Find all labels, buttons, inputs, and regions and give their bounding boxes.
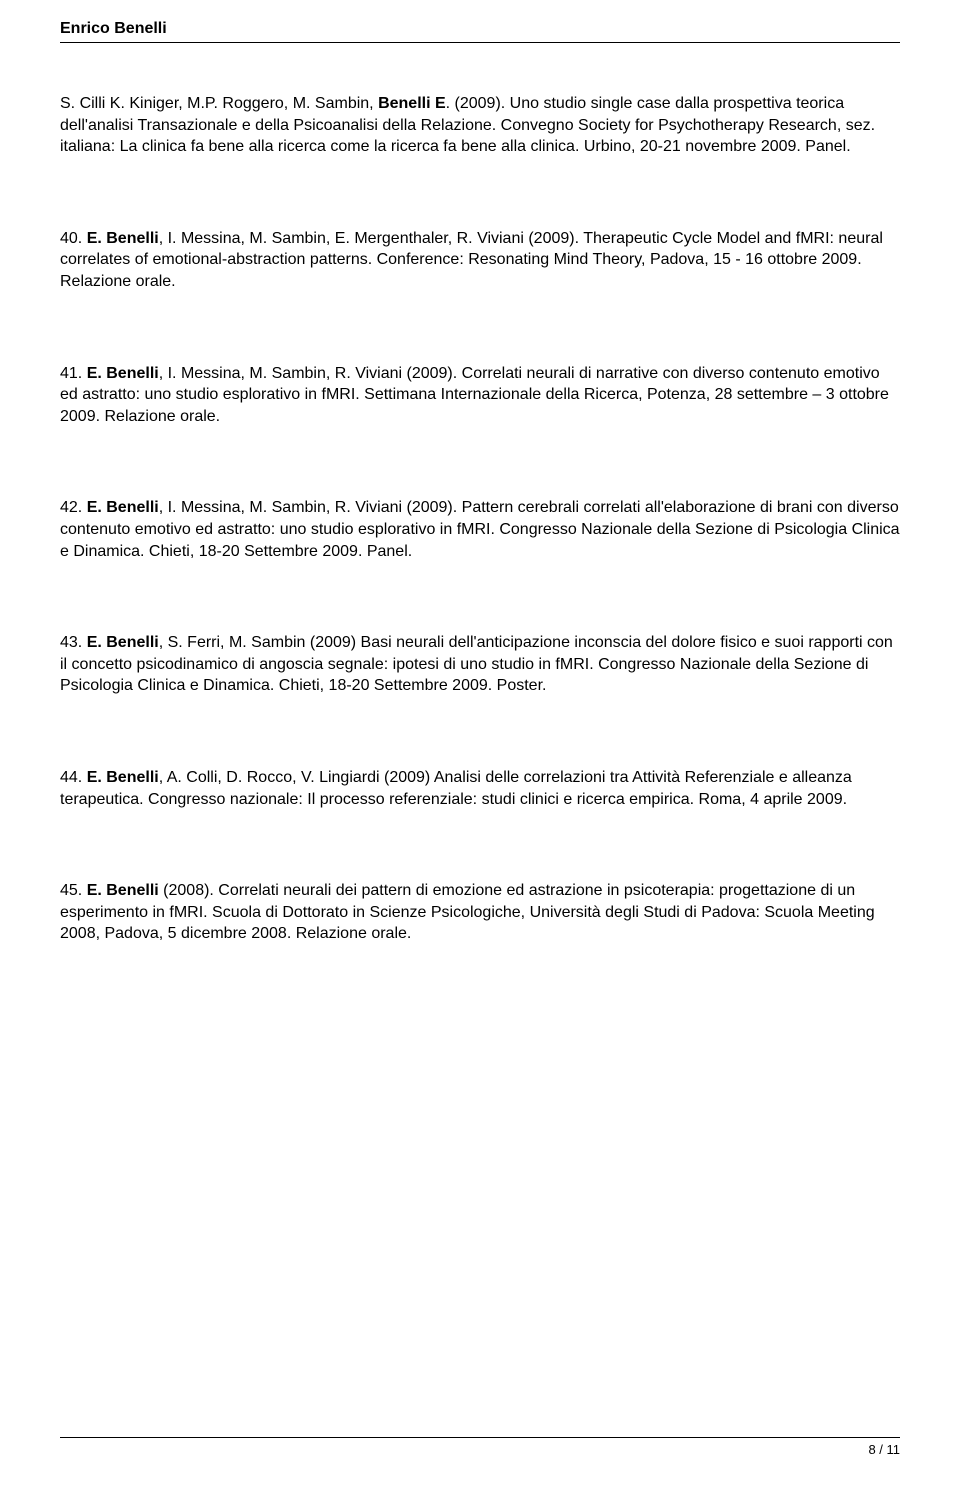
entry-text-pre: 45. [60, 882, 87, 899]
entry-text-pre: 44. [60, 769, 87, 786]
page-header-title: Enrico Benelli [60, 20, 900, 38]
entry-author-bold: E. Benelli [87, 634, 159, 651]
page-number: 8 / 11 [60, 1442, 900, 1457]
bibliography-entry: 43. E. Benelli, S. Ferri, M. Sambin (200… [60, 632, 900, 697]
entry-author-bold: Benelli E [378, 95, 446, 112]
entry-author-bold: E. Benelli [87, 882, 159, 899]
bibliography-entry: 44. E. Benelli, A. Colli, D. Rocco, V. L… [60, 767, 900, 810]
entry-text-post: , A. Colli, D. Rocco, V. Lingiardi (2009… [60, 769, 852, 808]
entry-text-pre: 40. [60, 230, 87, 247]
entry-text-post: (2008). Correlati neurali dei pattern di… [60, 882, 875, 942]
entry-text-pre: S. Cilli K. Kiniger, M.P. Roggero, M. Sa… [60, 95, 378, 112]
entry-text-pre: 42. [60, 499, 87, 516]
entry-author-bold: E. Benelli [87, 230, 159, 247]
entry-text-post: , S. Ferri, M. Sambin (2009) Basi neural… [60, 634, 893, 694]
entry-text-pre: 41. [60, 365, 87, 382]
bibliography-entry: 45. E. Benelli (2008). Correlati neurali… [60, 880, 900, 945]
entry-text-post: , I. Messina, M. Sambin, E. Mergenthaler… [60, 230, 883, 290]
footer-rule [60, 1437, 900, 1438]
entry-author-bold: E. Benelli [87, 769, 159, 786]
entries-container: S. Cilli K. Kiniger, M.P. Roggero, M. Sa… [60, 93, 900, 945]
bibliography-entry: 42. E. Benelli, I. Messina, M. Sambin, R… [60, 497, 900, 562]
header-rule [60, 42, 900, 43]
bibliography-entry: S. Cilli K. Kiniger, M.P. Roggero, M. Sa… [60, 93, 900, 158]
entry-text-post: , I. Messina, M. Sambin, R. Viviani (200… [60, 365, 889, 425]
entry-author-bold: E. Benelli [87, 499, 159, 516]
entry-author-bold: E. Benelli [87, 365, 159, 382]
bibliography-entry: 40. E. Benelli, I. Messina, M. Sambin, E… [60, 228, 900, 293]
entry-text-post: , I. Messina, M. Sambin, R. Viviani (200… [60, 499, 900, 559]
bibliography-entry: 41. E. Benelli, I. Messina, M. Sambin, R… [60, 363, 900, 428]
page-footer: 8 / 11 [60, 1437, 900, 1457]
entry-text-pre: 43. [60, 634, 87, 651]
